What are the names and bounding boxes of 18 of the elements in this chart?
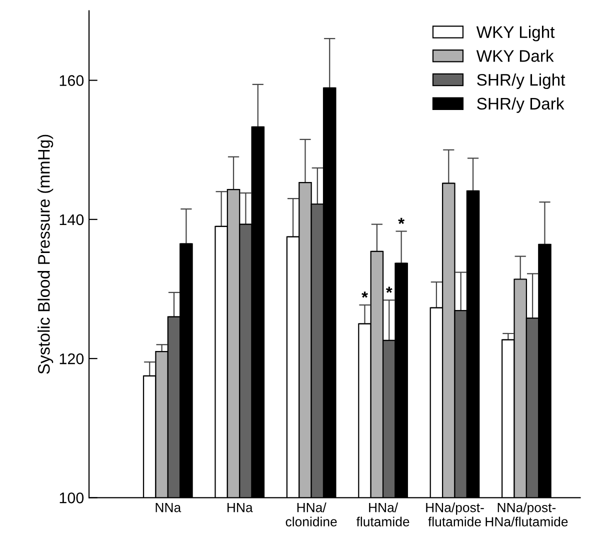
x-tick-label: HNa/ flutamide [356,502,410,526]
legend-label: WKY Light [476,26,555,42]
y-tick-label: 160 [60,75,84,86]
x-tick-label: HNa/post- flutamide [426,502,484,526]
x-tick-label: NNa/post- HNa/flutamide [486,502,568,526]
y-tick-label: 140 [60,214,84,226]
legend-label: WKY Dark [476,50,554,62]
legend-label: SHR/y Light [477,74,566,90]
x-tick-label: HNa [228,502,253,512]
annotation: * [398,218,405,224]
x-tick-label: HNa/ clonidine [286,502,337,526]
legend-label: SHR/y Dark [477,97,564,113]
y-tick-label: 100 [60,492,84,504]
annotation: * [386,286,392,293]
annotation: * [362,292,368,298]
y-axis-title: Systolic Blood Pressure (mmHg) [38,134,54,374]
x-tick-label: NNa [156,502,182,512]
y-tick-label: 120 [60,353,84,364]
